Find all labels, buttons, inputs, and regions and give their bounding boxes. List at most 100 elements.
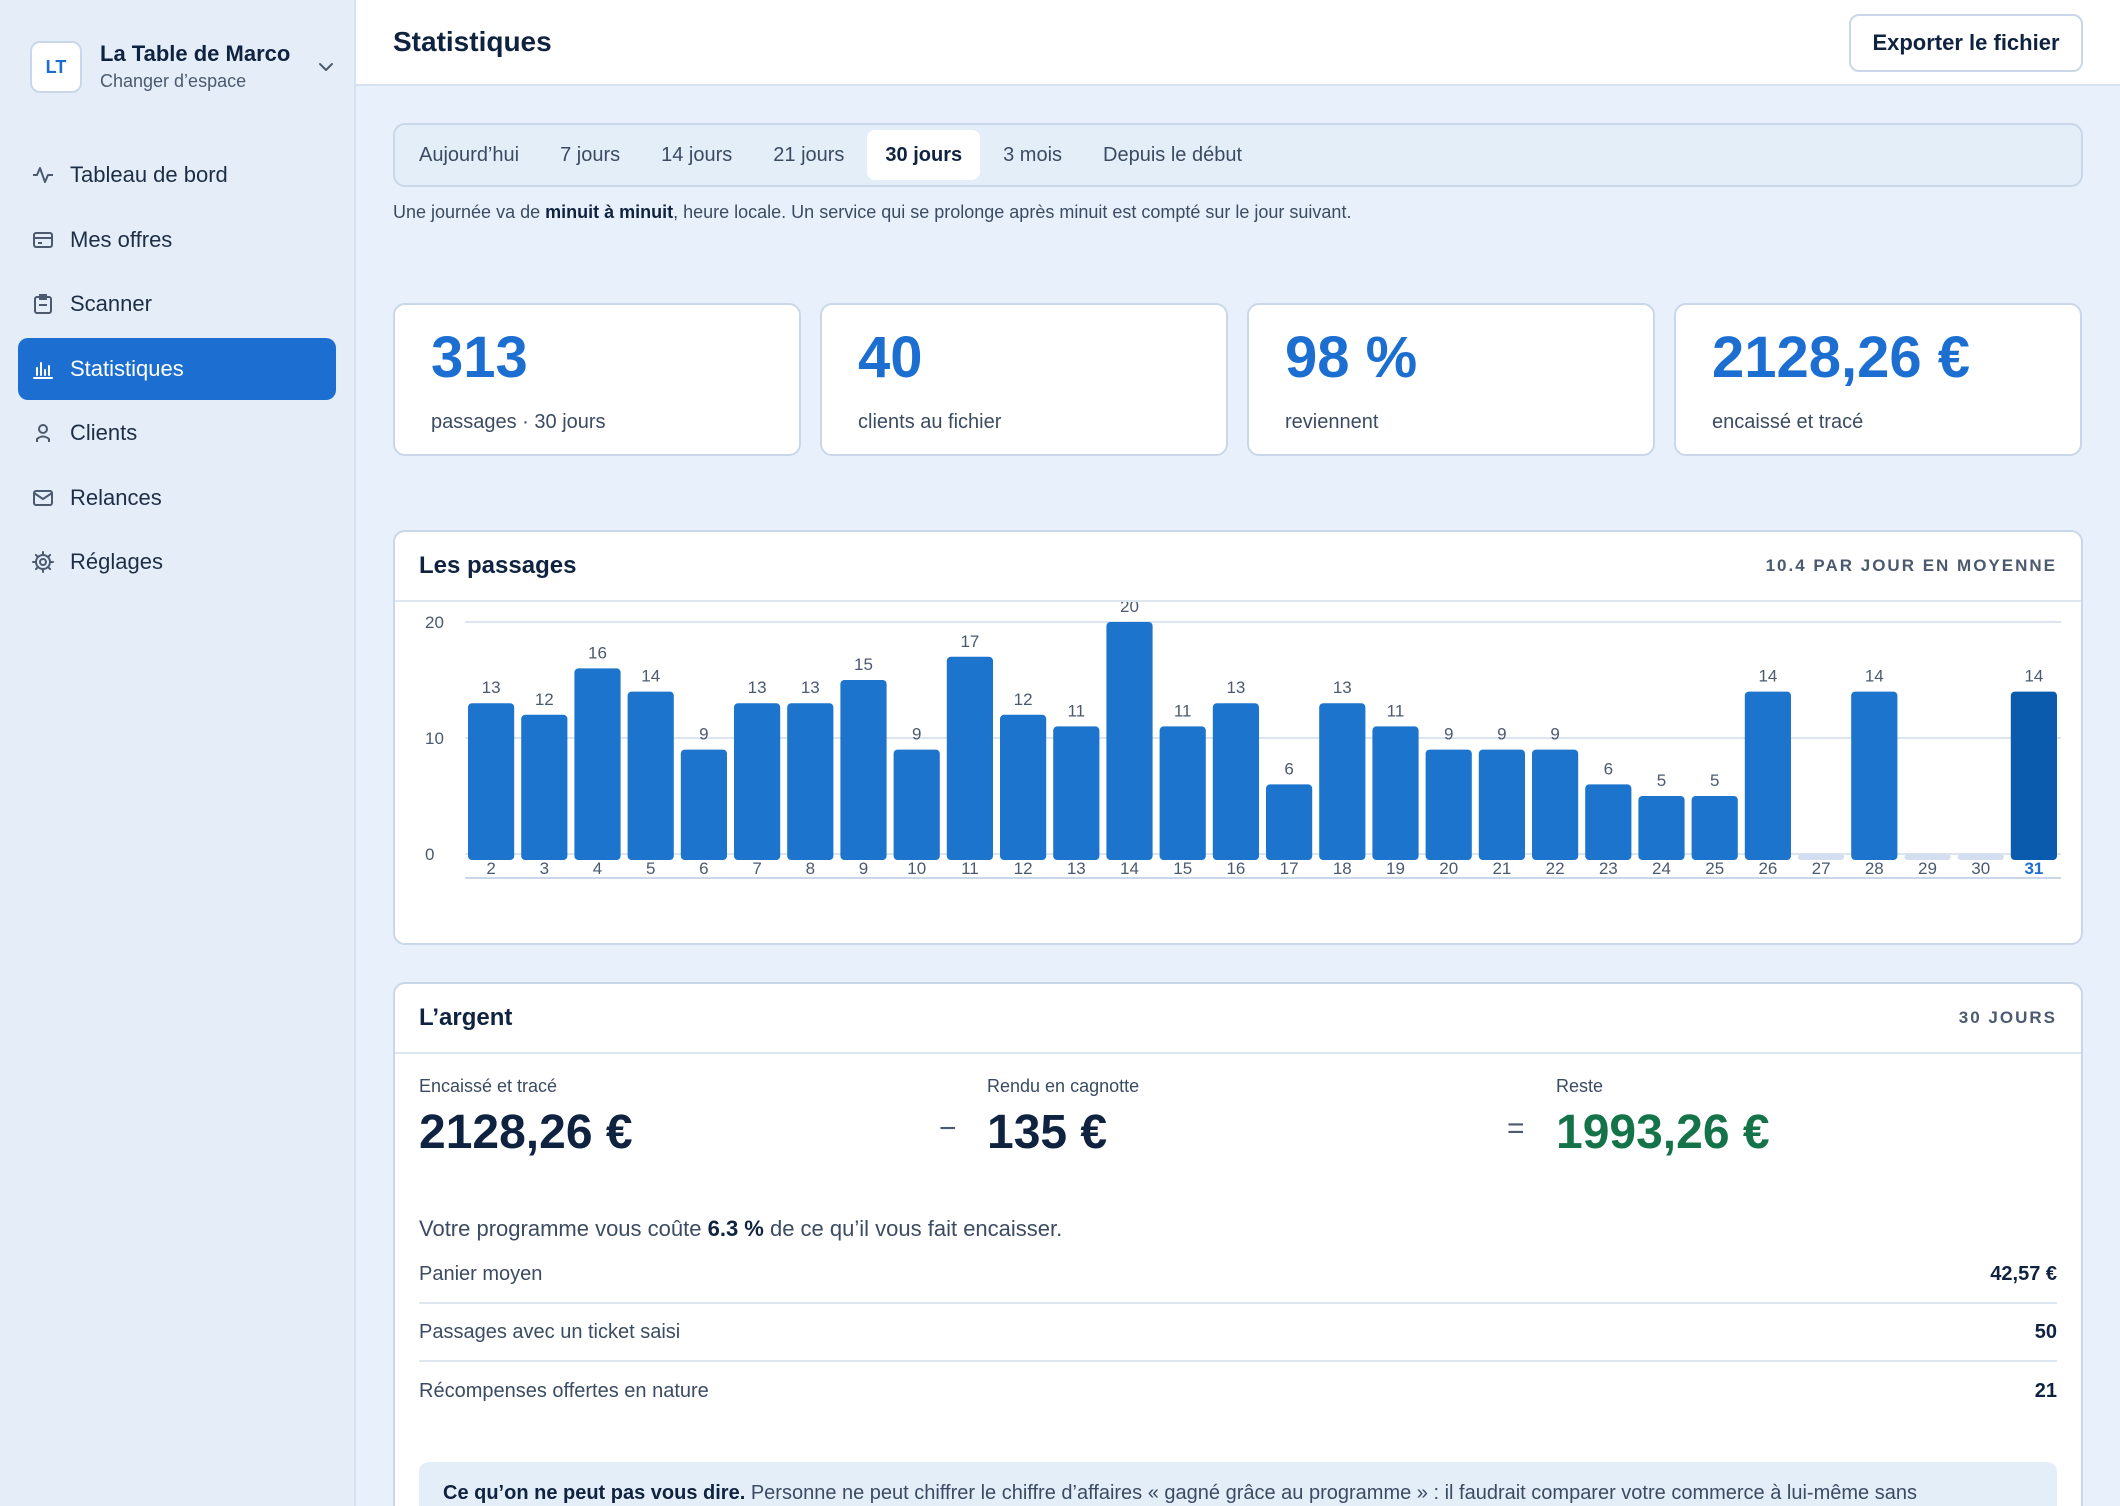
cashback-value: 135 € xyxy=(987,1106,1108,1159)
passages-card: Les passages 10.4 PAR JOUR EN MOYENNE 0 1… xyxy=(393,530,2083,945)
disclaimer-box: Ce qu’on ne peut pas vous dire. Personne… xyxy=(419,1462,2057,1506)
x-tick-label: 18 xyxy=(1333,859,1352,878)
sidebar-item-scanner[interactable]: Scanner xyxy=(18,273,336,335)
bar-value-label: 13 xyxy=(801,678,820,697)
bar-value-label: 13 xyxy=(748,678,767,697)
minus-sign: − xyxy=(939,1112,957,1145)
stat-card-revenue: 2128,26 € encaissé et tracé xyxy=(1674,303,2082,456)
activity-icon xyxy=(30,162,56,188)
cashback-block: Rendu en cagnotte 135 € xyxy=(987,1076,1139,1163)
x-tick-label: 21 xyxy=(1492,859,1511,878)
sidebar-nav: Tableau de bord Mes offres Scanner Stati… xyxy=(18,144,336,596)
workspace-avatar: LT xyxy=(30,41,82,93)
sidebar-item-label: Clients xyxy=(70,420,138,445)
kv-row-average-basket: Panier moyen 42,57 € xyxy=(419,1246,2057,1304)
stat-value: 2128,26 € xyxy=(1712,325,1971,390)
revenue-label: Encaissé et tracé xyxy=(419,1076,558,1096)
bar-value-label: 9 xyxy=(912,725,921,744)
x-tick-label: 6 xyxy=(699,859,708,878)
kv-value: 42,57 € xyxy=(1990,1262,2057,1285)
tab-21-days[interactable]: 21 jours xyxy=(773,143,845,166)
tab-14-days[interactable]: 14 jours xyxy=(661,143,733,166)
bar xyxy=(734,703,781,860)
x-tick-label: 16 xyxy=(1226,859,1245,878)
x-tick-label: 7 xyxy=(752,859,761,878)
y-tick-label: 0 xyxy=(425,845,434,864)
bar xyxy=(468,703,515,860)
tab-today[interactable]: Aujourd’hui xyxy=(419,143,520,166)
x-tick-label: 11 xyxy=(961,859,979,878)
stat-value: 313 xyxy=(431,325,528,390)
bar-value-label: 9 xyxy=(1550,725,1559,744)
bar xyxy=(946,656,993,860)
x-tick-label: 26 xyxy=(1758,859,1777,878)
x-tick-label: 29 xyxy=(1918,859,1937,878)
remainder-label: Reste xyxy=(1556,1076,1604,1096)
bar xyxy=(1638,796,1685,860)
workspace-switch-label: Changer d’espace xyxy=(100,71,247,91)
page-title: Statistiques xyxy=(393,26,552,57)
bar-chart-icon xyxy=(30,356,56,382)
empty-bar xyxy=(1904,854,1951,860)
stat-value: 40 xyxy=(858,325,923,390)
gear-icon xyxy=(30,549,56,575)
tab-7-days[interactable]: 7 jours xyxy=(560,143,621,166)
x-tick-label: 24 xyxy=(1652,859,1671,878)
x-tick-label: 30 xyxy=(1971,859,1990,878)
sidebar-item-settings[interactable]: Réglages xyxy=(18,531,336,593)
bar xyxy=(521,714,568,860)
sidebar: LT La Table de Marco Changer d’espace Ta… xyxy=(0,0,356,1506)
stat-label: passages · 30 jours xyxy=(431,411,606,433)
tab-3-months[interactable]: 3 mois xyxy=(1003,143,1063,166)
sidebar-item-statistics[interactable]: Statistiques xyxy=(18,337,336,400)
program-cost-line: Votre programme vous coûte 6.3 % de ce q… xyxy=(419,1216,1063,1241)
tab-30-days[interactable]: 30 jours xyxy=(867,130,981,180)
card-icon xyxy=(30,227,56,253)
card-title: L’argent xyxy=(419,1004,513,1031)
bar-value-label: 9 xyxy=(1497,725,1506,744)
kv-row-rewards: Récompenses offertes en nature 21 xyxy=(419,1362,2057,1420)
bar-value-label: 6 xyxy=(1284,759,1293,778)
sidebar-item-label: Relances xyxy=(70,484,162,510)
kv-label: Récompenses offertes en nature xyxy=(419,1379,709,1402)
x-tick-label: 12 xyxy=(1014,859,1033,878)
card-title: Les passages xyxy=(419,552,577,579)
sidebar-item-reminders[interactable]: Relances xyxy=(18,467,336,529)
x-tick-label: 23 xyxy=(1599,859,1618,878)
bar-value-label: 20 xyxy=(1120,602,1139,616)
x-tick-label: 20 xyxy=(1439,859,1458,878)
bar xyxy=(1585,784,1632,860)
empty-bar xyxy=(1957,854,2004,860)
cashback-label: Rendu en cagnotte xyxy=(987,1076,1140,1096)
x-tick-label: 28 xyxy=(1865,859,1884,878)
tab-since-start[interactable]: Depuis le début xyxy=(1103,143,1243,166)
clipboard-icon xyxy=(30,291,56,317)
bar-value-label: 17 xyxy=(960,632,979,651)
workspace-switcher[interactable]: LT La Table de Marco Changer d’espace xyxy=(30,38,340,96)
empty-bar xyxy=(1798,854,1845,860)
stat-card-visits: 313 passages · 30 jours xyxy=(393,303,801,456)
bar-value-label: 14 xyxy=(1758,667,1777,686)
passages-bar-chart: 0102013212316414596137138159910171112121… xyxy=(425,597,2061,879)
day-definition-note: Une journée va de minuit à minuit, heure… xyxy=(393,202,1352,222)
money-card: L’argent 30 JOURS Encaissé et tracé 2128… xyxy=(393,982,2083,1506)
chevron-down-icon[interactable] xyxy=(312,53,340,81)
export-button[interactable]: Exporter le fichier xyxy=(1849,14,2083,72)
kv-label: Panier moyen xyxy=(419,1262,543,1285)
bar xyxy=(574,668,621,860)
bar-value-label: 12 xyxy=(1014,690,1033,709)
bar xyxy=(1159,726,1206,860)
bar xyxy=(627,691,674,860)
bar-value-label: 14 xyxy=(1865,667,1884,686)
sidebar-item-dashboard[interactable]: Tableau de bord xyxy=(18,144,336,206)
sidebar-item-offers[interactable]: Mes offres xyxy=(18,209,336,271)
bar-value-label: 14 xyxy=(2024,667,2043,686)
x-tick-label: 9 xyxy=(859,859,868,878)
bar xyxy=(1744,691,1791,860)
bar xyxy=(787,703,834,860)
bar xyxy=(680,749,727,860)
bar xyxy=(840,680,887,860)
x-tick-label: 4 xyxy=(593,859,602,878)
bar xyxy=(1478,749,1525,860)
sidebar-item-clients[interactable]: Clients xyxy=(18,402,336,464)
